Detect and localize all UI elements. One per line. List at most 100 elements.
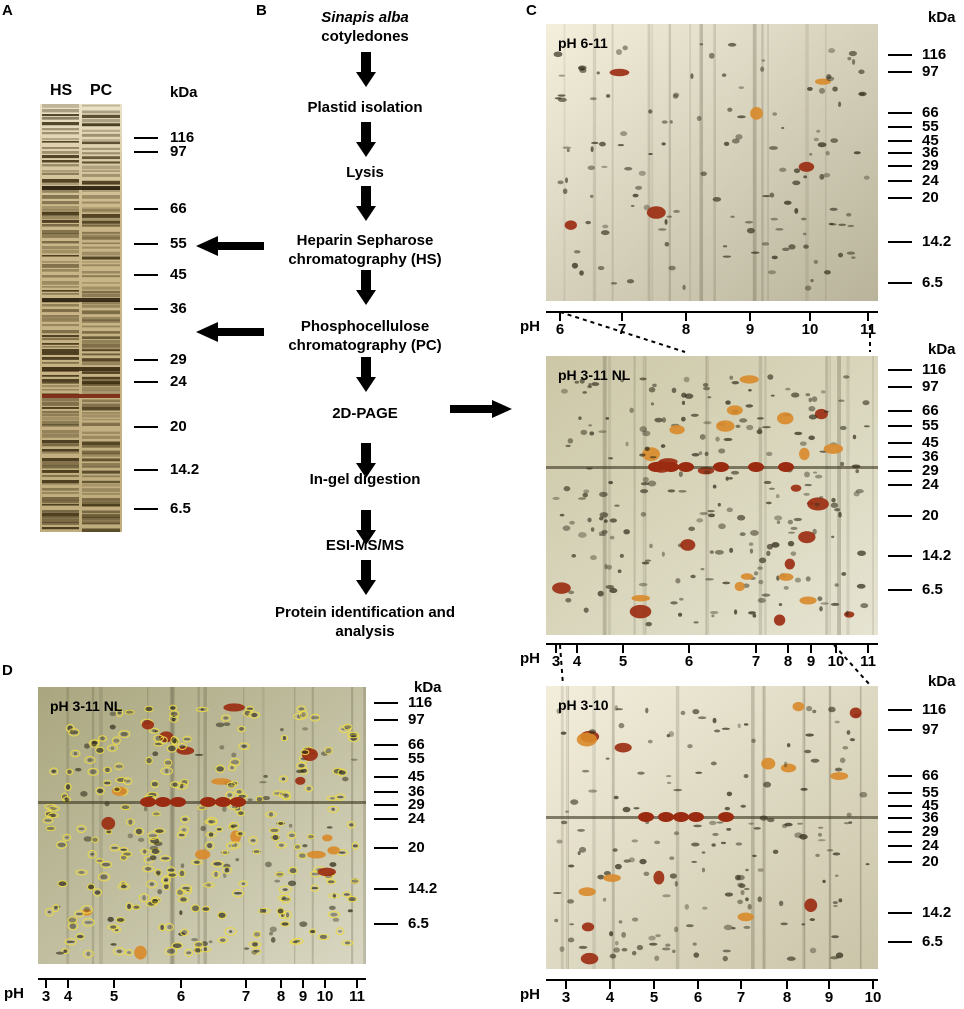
protein-spot [705,578,714,581]
protein-spot [164,760,172,765]
band [42,241,79,244]
band [42,138,79,141]
protein-spot [608,457,614,460]
ph-tick [740,979,742,989]
protein-spot [725,400,731,405]
protein-spot [571,554,577,558]
protein-spot [80,791,88,797]
protein-spot [773,614,786,626]
spot-outline [238,880,249,888]
protein-spot [343,893,350,896]
protein-spot [598,533,607,537]
marker-tick [134,508,158,510]
band [82,358,120,362]
marker-tick [374,804,398,806]
spot-outline [309,713,321,722]
protein-spot [571,262,579,269]
protein-spot [796,822,803,825]
protein-spot [674,880,678,887]
protein-spot [200,825,206,832]
marker-label: 66 [408,736,425,753]
protein-spot [100,874,108,880]
spot-outline [342,891,352,898]
protein-spot [573,250,581,254]
protein-spot [606,564,613,570]
protein-spot [640,489,649,494]
protein-spot [650,402,654,406]
protein-spot [67,769,72,775]
marker-label: 97 [170,143,187,160]
protein-spot [560,731,567,735]
panel-d-letter: D [2,662,13,679]
protein-spot [609,68,630,77]
protein-spot [799,834,808,840]
protein-spot [680,710,686,716]
band [82,110,120,114]
protein-spot [117,777,126,783]
protein-spot [78,870,85,874]
band [82,349,120,352]
protein-spot [678,462,694,472]
protein-spot [645,621,652,627]
ph-tick-label: 6 [693,989,703,1006]
ph-tick-label: 3 [561,989,571,1006]
protein-spot [614,504,620,507]
protein-spot [712,832,719,836]
protein-spot [842,746,849,750]
band [42,379,79,383]
band [82,209,120,213]
spot-outline [215,764,225,774]
protein-spot [776,520,781,525]
protein-spot [718,523,726,530]
protein-spot [832,86,838,92]
protein-spot [745,404,754,408]
band [42,209,79,213]
protein-spot [709,820,717,826]
zoom-connectors [559,311,871,686]
band [82,418,120,421]
protein-spot [302,727,309,731]
protein-spot [172,943,182,949]
marker-label: 29 [922,823,939,840]
protein-spot [68,917,77,923]
band [82,386,120,391]
protein-spot [805,733,814,737]
species-name: Sinapis alba [321,9,409,26]
protein-spot [839,757,846,763]
protein-spot [222,806,227,812]
protein-spot [591,141,599,145]
protein-spot [645,707,649,714]
marker-label: 14.2 [922,904,952,921]
protein-spot [164,877,169,882]
spot-outline [252,947,262,955]
protein-spot [639,453,646,457]
spot-outline [204,818,218,825]
protein-spot [708,513,716,518]
ph-tick-label: 11 [349,988,365,1005]
protein-spot [51,769,56,773]
protein-spot [638,582,648,587]
protein-spot [349,823,354,827]
protein-spot [223,703,245,712]
protein-spot [648,935,656,941]
protein-spot [684,393,694,399]
band [82,293,120,298]
protein-spot [578,532,587,538]
protein-spot [579,270,584,276]
ph-tick [555,643,557,653]
protein-spot [178,833,185,837]
marker-label: 24 [922,476,939,493]
protein-spot [609,953,617,959]
spot-outline [169,781,181,789]
spot-outline [191,904,200,913]
marker-tick [888,241,912,243]
protein-spot [669,425,685,435]
spot-outline [166,744,178,753]
spot-outline [47,812,59,819]
protein-spot [200,797,216,807]
band [82,139,120,142]
band [82,300,120,305]
gel-ph-range-label: pH 3-11 NL [50,698,123,714]
protein-spot [629,604,652,619]
marker-label: 24 [408,810,425,827]
